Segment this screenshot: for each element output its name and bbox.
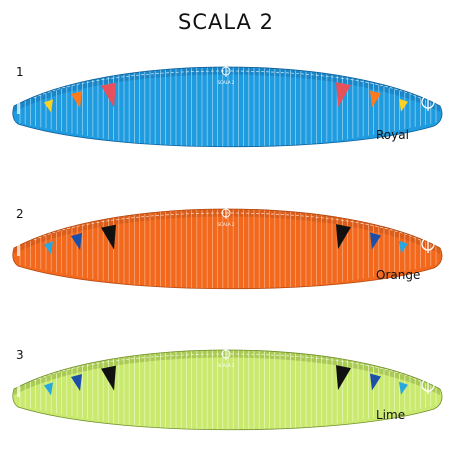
wing-brand-label: SCALA 2 — [218, 222, 235, 227]
left-outer-tab — [44, 382, 53, 396]
leading-edge-band — [14, 209, 440, 254]
right-outer-tab — [399, 240, 408, 254]
wing-canopy — [12, 67, 443, 147]
left-outer-tab — [44, 99, 53, 113]
paraglider-wing-orange: SCALA 2 — [12, 207, 443, 290]
right-mid-tab — [370, 232, 381, 250]
right-inner-tab — [336, 365, 351, 391]
left-tip-mark — [17, 100, 20, 114]
wing-brand-label: SCALA 2 — [218, 363, 235, 368]
variant-number-2: 2 — [16, 207, 24, 221]
wing-outline — [12, 66, 443, 148]
left-inner-tab — [101, 224, 116, 250]
top-seam — [33, 353, 421, 382]
right-mid-tab — [370, 373, 381, 391]
left-outer-tab — [44, 241, 53, 255]
wing-brand-label: SCALA 2 — [218, 80, 235, 85]
cell-ribs — [19, 67, 437, 147]
paraglider-wing-lime: SCALA 2 — [12, 348, 443, 431]
top-seam — [33, 70, 421, 99]
paraglider-wing-royal: SCALA 2 — [12, 65, 443, 148]
cell-ribs — [19, 350, 437, 430]
left-mid-tab — [71, 374, 82, 392]
left-tip-mark — [17, 242, 20, 256]
left-tip-mark — [17, 383, 20, 397]
right-inner-tab — [336, 82, 351, 108]
wing-outline — [12, 349, 443, 431]
leading-edge-band — [14, 67, 440, 112]
color-name-orange: Orange — [376, 268, 421, 282]
right-inner-tab — [336, 224, 351, 250]
left-mid-tab — [71, 233, 82, 251]
wing-canopy — [12, 350, 443, 430]
color-name-royal: Royal — [376, 128, 409, 142]
right-outer-tab — [399, 381, 408, 395]
right-mid-tab — [370, 90, 381, 108]
top-seam — [33, 212, 421, 241]
color-name-lime: Lime — [376, 408, 406, 422]
wing-canopy — [12, 209, 443, 289]
variant-number-3: 3 — [16, 348, 24, 362]
left-inner-tab — [101, 365, 116, 391]
leading-edge-band — [14, 350, 440, 395]
right-outer-tab — [399, 98, 408, 112]
wing-outline — [12, 208, 443, 290]
variant-number-1: 1 — [16, 65, 24, 79]
page-title: SCALA 2 — [178, 10, 274, 34]
left-inner-tab — [101, 82, 116, 108]
left-mid-tab — [71, 91, 82, 109]
